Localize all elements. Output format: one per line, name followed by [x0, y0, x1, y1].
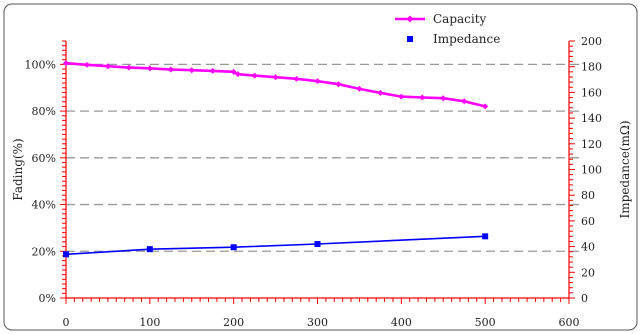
data-point — [230, 244, 237, 251]
grid-layer — [66, 63, 579, 252]
data-point — [167, 66, 174, 73]
legend-swatch-marker — [406, 15, 414, 23]
data-point — [146, 246, 153, 253]
legend: Capacity Impedance — [395, 12, 500, 46]
label-layer: 0 100 200 300 400 500 600 0% 20% 40% 60% 80% 100% 0 20… — [11, 35, 632, 329]
series-line-0 — [65, 61, 486, 108]
y2-axis-title: Impedance(mΩ) — [618, 121, 632, 219]
data-point — [234, 71, 241, 78]
y2-tick-label: 0 — [581, 292, 588, 305]
data-point — [63, 251, 69, 258]
data-point — [209, 67, 216, 74]
data-point — [314, 241, 321, 248]
y-tick-label: 60% — [32, 152, 56, 165]
y-tick-label: 0% — [39, 292, 56, 305]
x-tick-label: 300 — [307, 316, 328, 329]
y2-tick-label: 140 — [581, 112, 602, 125]
data-point — [83, 61, 90, 68]
x-tick-label: 100 — [139, 316, 160, 329]
y2-tick-label: 120 — [581, 138, 602, 151]
data-point — [125, 64, 132, 71]
y2-tick-label: 60 — [581, 215, 595, 228]
data-point — [63, 60, 69, 67]
data-point — [461, 98, 468, 105]
legend-label: Impedance — [433, 32, 500, 46]
y2-tick-label: 40 — [581, 241, 595, 254]
data-point — [482, 103, 489, 110]
y2-tick-label: 20 — [581, 266, 595, 279]
x-tick-label: 400 — [391, 316, 412, 329]
data-point — [272, 74, 279, 81]
data-point — [188, 67, 195, 74]
x-tick-label: 200 — [223, 316, 244, 329]
series-layer — [63, 60, 489, 258]
y2-tick-label: 200 — [581, 35, 602, 48]
data-point — [335, 81, 342, 88]
y-tick-label: 40% — [32, 199, 56, 212]
data-point — [377, 89, 384, 96]
data-point — [230, 68, 237, 75]
y2-tick-label: 80 — [581, 189, 595, 202]
data-point — [482, 233, 489, 240]
x-tick-label: 500 — [475, 316, 496, 329]
data-point — [440, 95, 447, 102]
y-tick-label: 80% — [32, 105, 56, 118]
axis-layer — [60, 40, 575, 304]
y2-tick-label: 100 — [581, 164, 602, 177]
x-tick-label: 0 — [63, 316, 70, 329]
data-point — [104, 63, 111, 70]
data-point — [293, 75, 300, 82]
data-point — [419, 94, 426, 101]
y2-tick-label: 180 — [581, 61, 602, 74]
data-point — [398, 93, 405, 100]
y-tick-label: 100% — [25, 58, 56, 71]
y2-tick-label: 160 — [581, 86, 602, 99]
legend-swatch-marker — [407, 36, 413, 42]
chart-frame — [3, 3, 638, 331]
y-tick-label: 20% — [32, 245, 56, 258]
x-tick-label: 600 — [559, 316, 580, 329]
y-axis-title: Fading(%) — [11, 138, 25, 200]
legend-label: Capacity — [433, 12, 487, 26]
data-point — [356, 85, 363, 92]
data-point — [146, 65, 153, 72]
data-point — [251, 72, 258, 79]
data-point — [314, 78, 321, 85]
